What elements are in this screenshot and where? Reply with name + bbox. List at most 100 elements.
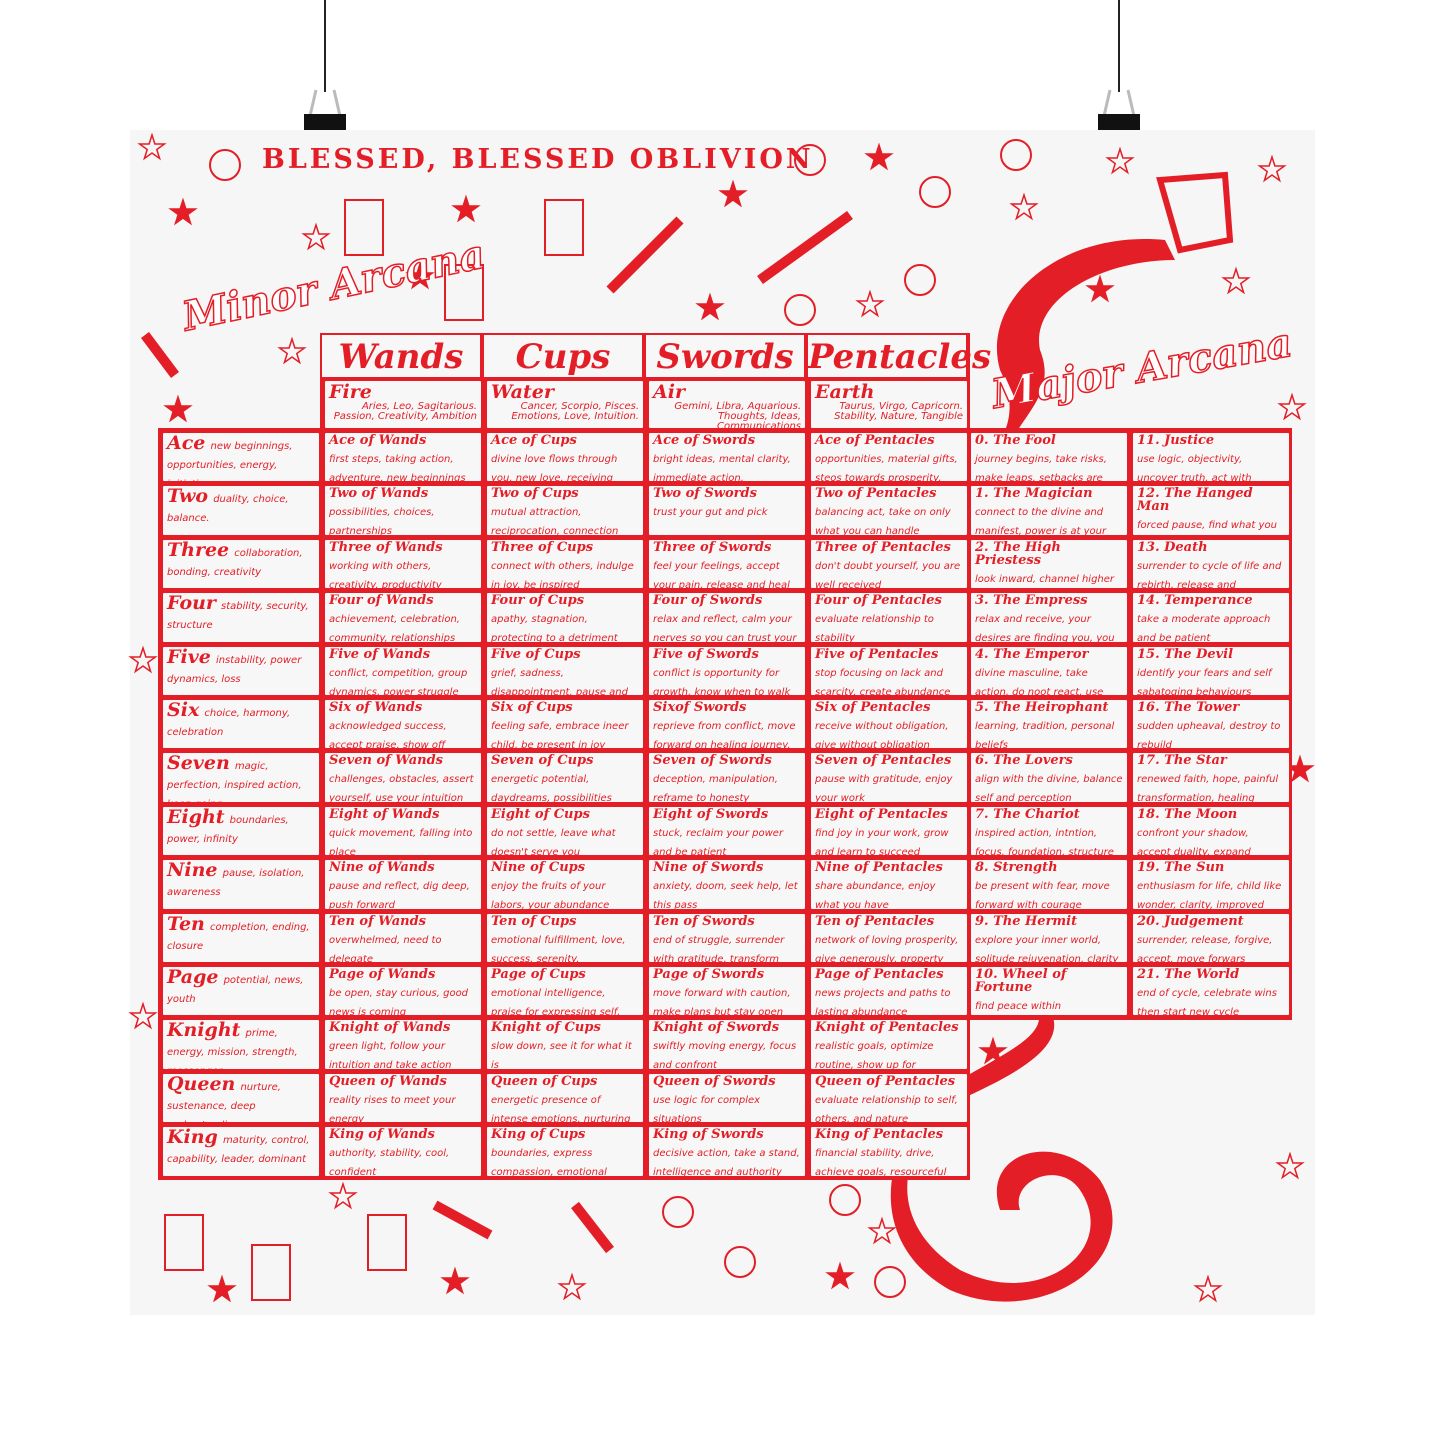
card-meaning: opportunities, material gifts, steos tow… [815, 454, 958, 484]
card-title: Page of Pentacles [815, 967, 944, 982]
major-arcana-cell: 17. The Star renewed faith, hope, painful… [1130, 750, 1292, 805]
card-title: Ace of Cups [491, 433, 577, 448]
card-meaning: receive without obligation, give without… [815, 721, 949, 751]
rank-name: Eight [167, 805, 225, 828]
card-title: King of Swords [653, 1127, 764, 1143]
card-title: Ten of Swords [653, 913, 755, 929]
card-cell: Two of Wands possibilities, choices, part… [322, 483, 484, 538]
major-card-title: 17. The Star [1137, 753, 1227, 769]
card-title: Six of Pentacles [815, 700, 931, 715]
card-meaning: feel your feelings, accept your pain, re… [653, 560, 790, 591]
rank-meaning: prime, energy, mission, strength, messen… [167, 1028, 298, 1069]
card-cell: Eight of Wands quick movement, falling in… [322, 803, 484, 859]
major-arcana-cell: 9. The Hermit explore your inner world, s… [968, 910, 1130, 965]
card-title: Page of Cups [491, 967, 586, 982]
card-cell: Queen of Swords use logic for complex sit… [646, 1070, 808, 1126]
major-card-meaning: journey begins, take risks, make leaps, … [975, 454, 1107, 484]
rank-meaning: stability, security, structure [167, 601, 309, 632]
card-cell: Page of Pentacles news projects and paths… [808, 964, 970, 1019]
rank-meaning: potential, news, youth [167, 975, 304, 1005]
hanging-wire-right [1118, 0, 1120, 92]
card-meaning: stop focusing on lack and scarcity, crea… [815, 667, 951, 698]
element-cell-water: Water Cancer, Scorpio, Pisces. Emotions, … [484, 378, 646, 431]
major-arcana-cell: 13. Death surrender to cycle of life and … [1130, 536, 1292, 592]
card-meaning: reality rises to meet your energy [329, 1094, 456, 1125]
major-card-meaning: inspired action, intntion, focus, founda… [975, 827, 1114, 858]
major-card-meaning: surrender to cycle of life and rebirth, … [1137, 560, 1282, 591]
major-arcana-cell: 12. The Hanged Man forced pause, find wha… [1130, 483, 1292, 538]
card-meaning: quick movement, falling into place [329, 827, 473, 858]
card-cell: Sixof Swords reprieve from conflict, move… [646, 697, 808, 752]
major-card-title: 7. The Chariot [975, 806, 1080, 822]
rank-cell-ace: Ace new beginnings, opportunities, energ… [160, 430, 322, 485]
major-arcana-cell: 7. The Chariot inspired action, intntion,… [968, 803, 1130, 859]
card-cell: Page of Wands be open, stay curious, good… [322, 964, 484, 1019]
star-icon [328, 1181, 358, 1210]
card-meaning: anxiety, doom, seek help, let this pass [653, 881, 798, 912]
major-card-title: 21. The World [1137, 967, 1240, 982]
coin-icon [874, 1266, 906, 1298]
card-cell: Six of Pentacles receive without obligati… [808, 697, 970, 752]
rank-meaning: choice, harmony, celebration [167, 708, 291, 738]
major-card-title: 5. The Heirophant [975, 700, 1109, 715]
element-cell-air: Air Gemini, Libra, Aquarious. Thoughts, I… [646, 378, 808, 431]
rank-name: Knight [167, 1019, 241, 1042]
major-card-title: 2. The High Priestess [975, 539, 1061, 568]
card-cell: Four of Swords relax and reflect, calm yo… [646, 590, 808, 645]
card-meaning: boundaries, express compassion, emotiona… [491, 1148, 607, 1179]
major-arcana-cell: 20. Judgement surrender, release, forgive… [1130, 910, 1292, 965]
card-title: Four of Swords [653, 593, 763, 609]
major-arcana-cell: 8. Strength be present with fear, move fo… [968, 857, 1130, 912]
rank-cell-page: Page potential, news, youth [160, 964, 322, 1019]
card-title: Knight of Swords [653, 1020, 780, 1036]
card-cell: Eight of Swords stuck, reclaim your power… [646, 803, 808, 859]
card-cell: Six of Wands acknowledged success, accept… [322, 697, 484, 752]
card-cell: Five of Wands conflict, competition, grou… [322, 643, 484, 698]
card-meaning: reprieve from conflict, move forward on … [653, 721, 796, 751]
element-description: Taurus, Virgo, Capricorn. Stability, Nat… [834, 401, 963, 422]
suit-header-cups: Cups [484, 335, 642, 377]
card-cell: Six of Cups feeling safe, embrace ineer c… [484, 697, 646, 752]
rank-cell-ten: Ten completion, ending, closure [160, 910, 322, 965]
major-card-meaning: learning, tradition, personal beliefs [975, 721, 1115, 751]
card-cell: Three of Cups connect with others, indulg… [484, 536, 646, 592]
card-meaning: balancing act, take on only what you can… [815, 507, 951, 538]
major-arcana-cell: 11. Justice use logic, objectivity, uncov… [1130, 430, 1292, 485]
coin-icon [724, 1246, 756, 1278]
star-icon [168, 197, 198, 226]
card-cell: Three of Wands working with others, creat… [322, 536, 484, 592]
major-card-title: 11. Justice [1137, 433, 1215, 448]
card-title: Two of Swords [653, 486, 757, 502]
star-icon [1275, 1151, 1305, 1180]
card-meaning: stuck, reclaim your power and be patient [653, 827, 784, 858]
card-cell: Ace of Swords bright ideas, mental clarit… [646, 430, 808, 485]
suit-header-wands: Wands [322, 335, 480, 377]
element-name: Earth [815, 381, 875, 403]
card-cell: Two of Pentacles balancing act, take on o… [808, 483, 970, 538]
element-name: Water [491, 381, 554, 403]
element-cell-fire: Fire Aries, Leo, Sagitarious. Passion, Cr… [322, 378, 484, 431]
card-title: Two of Pentacles [815, 486, 937, 502]
card-title: Queen of Wands [329, 1073, 447, 1089]
card-meaning: decisive action, take a stand, intellige… [653, 1148, 800, 1179]
card-cell: Two of Cups mutual attraction, reciprocat… [484, 483, 646, 538]
star-icon [978, 1036, 1008, 1065]
card-title: King of Wands [329, 1127, 435, 1143]
star-icon [128, 645, 158, 674]
card-title: Queen of Swords [653, 1073, 776, 1089]
star-icon [1257, 154, 1287, 183]
card-meaning: network of loving prosperity, give gener… [815, 934, 959, 965]
card-cell: Page of Cups emotional intelligence, prai… [484, 964, 646, 1019]
card-cell: Ten of Wands overwhelmed, need to delegat… [322, 910, 484, 965]
rank-cell-six: Six choice, harmony, celebration [160, 697, 322, 752]
card-title: Nine of Wands [329, 860, 435, 876]
major-card-meaning: forced pause, find what you are to learn… [1137, 520, 1277, 532]
card-title: Knight of Cups [491, 1020, 601, 1036]
major-card-meaning: take a moderate approach and be patient [1137, 614, 1271, 645]
card-meaning: pause with gratitude, enjoy your work [815, 774, 953, 805]
major-card-meaning: look inward, channel higher self [975, 573, 1115, 585]
card-title: Two of Cups [491, 486, 579, 502]
rank-meaning: boundaries, power, infinity [167, 814, 289, 845]
card-cell: Eight of Cups do not settle, leave what d… [484, 803, 646, 859]
card-title: Knight of Pentacles [815, 1020, 959, 1036]
